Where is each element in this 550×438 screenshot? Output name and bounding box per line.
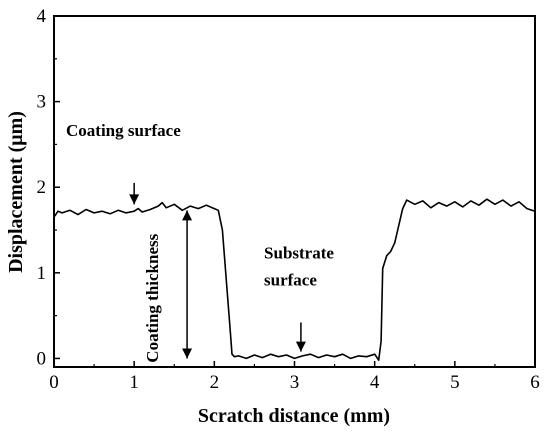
y-tick-label: 4 <box>37 6 47 27</box>
annotation-arrow-3-head <box>182 348 193 359</box>
y-tick-label: 3 <box>37 92 47 113</box>
x-tick-label: 0 <box>49 372 59 393</box>
x-tick-label: 1 <box>129 372 139 393</box>
annotation-arrow-2-head <box>295 341 306 352</box>
x-tick-label: 2 <box>210 372 220 393</box>
y-tick-label: 1 <box>37 263 47 284</box>
series-line-0 <box>53 198 536 362</box>
annotation-label-3: Coating thickness <box>143 233 162 362</box>
y-tick-label: 2 <box>37 177 47 198</box>
annotation-label-2: surface <box>264 271 317 290</box>
x-tick-label: 3 <box>290 372 300 393</box>
annotation-arrow-3-head <box>182 210 193 221</box>
x-axis-title: Scratch distance (mm) <box>198 405 390 427</box>
y-tick-label: 0 <box>37 348 47 369</box>
annotation-label-1: Substrate <box>264 243 334 262</box>
x-tick-label: 6 <box>530 372 540 393</box>
plot-frame <box>53 15 536 368</box>
annotation-label-0: Coating surface <box>66 121 181 140</box>
y-axis-title: Displacement (μm) <box>5 111 27 273</box>
x-tick-label: 5 <box>450 372 460 393</box>
x-tick-label: 4 <box>370 372 380 393</box>
annotation-arrow-0-head <box>129 194 140 205</box>
